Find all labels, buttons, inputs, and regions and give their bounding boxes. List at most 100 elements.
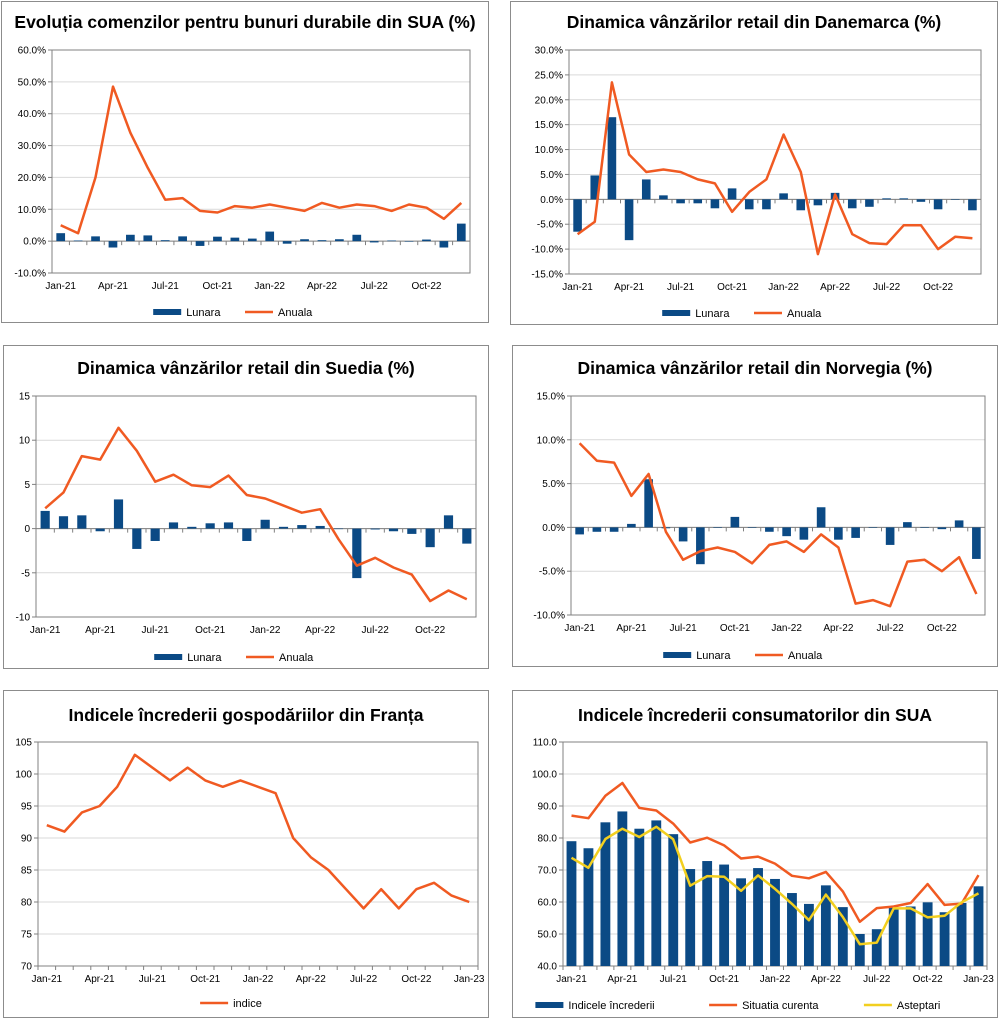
- line-asteptari: [570, 825, 980, 946]
- bar-lunara: [575, 527, 584, 535]
- x-tick-label: Jul-21: [667, 282, 695, 293]
- legend-label-indicele-increderii: Indicele încrederii: [568, 1000, 654, 1012]
- x-tick-label: Oct-22: [913, 974, 943, 985]
- bar-indicele-increderii: [939, 912, 950, 966]
- bar-indicele-increderii: [787, 893, 797, 966]
- bar-indicele-increderii: [804, 903, 814, 966]
- x-tick-label: Jan-22: [771, 623, 802, 634]
- y-tick-label: 10.0%: [535, 145, 563, 156]
- y-tick-label: 10.0%: [537, 435, 565, 446]
- chart-panel-durable-goods-us: Evoluția comenzilor pentru bunuri durabi…: [1, 1, 489, 323]
- y-tick-label: 0: [24, 524, 30, 535]
- x-tick-label: Oct-21: [202, 281, 232, 292]
- bar-lunara: [950, 199, 960, 200]
- bar-indicele-increderii: [871, 929, 882, 966]
- x-tick-label: Oct-22: [415, 625, 445, 636]
- legend-label-lunara: Lunara: [186, 307, 221, 319]
- bar-lunara: [868, 527, 878, 528]
- chart-us-consumer-confidence: Indicele încrederii consumatorilor din S…: [532, 705, 994, 1012]
- chart-durable-goods-us: Evoluția comenzilor pentru bunuri durabi…: [14, 12, 475, 319]
- x-tick-label: Jul-22: [863, 974, 891, 985]
- chart-title: Dinamica vânzărilor retail din Norvegia …: [578, 358, 933, 378]
- chart-title: Indicele încrederii consumatorilor din S…: [578, 705, 932, 725]
- y-tick-label: -10.0%: [533, 611, 565, 622]
- legend-label-asteptari: Asteptari: [897, 1000, 940, 1012]
- chart-retail-sweden: Dinamica vânzărilor retail din Suedia (%…: [16, 358, 477, 664]
- bar-lunara: [762, 199, 771, 210]
- bar-lunara: [796, 199, 806, 211]
- chart-panel-france-household-confidence: Indicele încrederii gospodăriilor din Fr…: [3, 690, 489, 1018]
- bar-lunara: [143, 235, 153, 242]
- bar-lunara: [744, 199, 754, 210]
- bar-lunara: [58, 516, 69, 529]
- bar-lunara: [747, 527, 757, 528]
- bar-lunara: [278, 526, 289, 529]
- x-tick-label: Jul-21: [152, 281, 180, 292]
- bar-lunara: [315, 525, 325, 529]
- legend-swatch-indicele-increderii: [535, 1002, 564, 1008]
- y-tick-label: 95: [21, 802, 33, 813]
- bar-lunara: [317, 240, 327, 242]
- y-tick-label: 80.0: [538, 834, 558, 845]
- x-tick-label: Jan-22: [254, 281, 285, 292]
- bar-lunara: [644, 479, 653, 528]
- bar-lunara: [230, 237, 240, 242]
- bar-lunara: [113, 499, 124, 529]
- legend-swatch-lunara: [154, 654, 183, 660]
- y-tick-label: 5: [24, 480, 30, 491]
- bar-indicele-increderii: [702, 861, 713, 966]
- y-tick-label: -10: [16, 613, 31, 624]
- y-tick-label: -10.0%: [14, 269, 46, 280]
- bar-lunara: [627, 523, 636, 528]
- y-tick-label: 90: [21, 834, 33, 845]
- x-tick-label: Jan-21: [564, 623, 595, 634]
- y-tick-label: 60.0: [538, 898, 558, 909]
- legend-swatch-lunara: [662, 310, 691, 316]
- bar-lunara: [607, 117, 617, 200]
- bar-lunara: [439, 241, 449, 248]
- y-tick-label: 90.0: [538, 802, 558, 813]
- y-tick-label: 75: [21, 930, 33, 941]
- x-tick-label: Jul-22: [361, 281, 389, 292]
- x-tick-label: Apr-21: [85, 625, 115, 636]
- chart-panel-retail-norway: Dinamica vânzărilor retail din Norvegia …: [512, 345, 998, 667]
- y-tick-label: 100: [15, 770, 32, 781]
- bar-lunara: [851, 527, 860, 538]
- bar-lunara: [333, 528, 344, 530]
- bar-indicele-increderii: [854, 934, 865, 966]
- bar-lunara: [678, 527, 688, 542]
- y-tick-label: 85: [21, 866, 33, 877]
- plot-area-frame: [568, 49, 982, 275]
- bar-lunara: [590, 175, 600, 200]
- bar-lunara: [73, 240, 83, 242]
- bar-indicele-increderii: [651, 820, 662, 966]
- x-tick-label: Oct-21: [190, 974, 220, 985]
- x-tick-label: Apr-22: [820, 282, 850, 293]
- bar-lunara: [168, 522, 179, 529]
- x-tick-label: Oct-22: [923, 282, 953, 293]
- bar-lunara: [108, 241, 118, 248]
- legend-label-lunara: Lunara: [695, 308, 730, 320]
- bar-indicele-increderii: [566, 841, 577, 966]
- y-tick-label: 80: [21, 898, 33, 909]
- bar-lunara: [933, 199, 943, 210]
- x-tick-label: Jan-21: [556, 974, 587, 985]
- bar-lunara: [954, 520, 964, 528]
- x-tick-label: Oct-22: [927, 623, 957, 634]
- bar-indicele-increderii: [668, 834, 679, 966]
- bar-lunara: [782, 527, 791, 537]
- plot-area-frame: [35, 395, 477, 618]
- bar-lunara: [282, 241, 292, 244]
- chart-panel-retail-sweden: Dinamica vânzărilor retail din Suedia (%…: [3, 345, 489, 669]
- bar-lunara: [885, 527, 895, 545]
- bar-lunara: [624, 199, 634, 241]
- bar-lunara: [968, 199, 977, 211]
- x-tick-label: Jan-22: [250, 625, 281, 636]
- bar-lunara: [205, 523, 215, 529]
- y-tick-label: 25.0%: [535, 70, 563, 81]
- x-tick-label: Jan-21: [45, 281, 76, 292]
- y-tick-label: 15.0%: [537, 392, 565, 403]
- bar-lunara: [404, 241, 414, 242]
- y-tick-label: 0.0%: [542, 523, 565, 534]
- bar-lunara: [713, 527, 722, 528]
